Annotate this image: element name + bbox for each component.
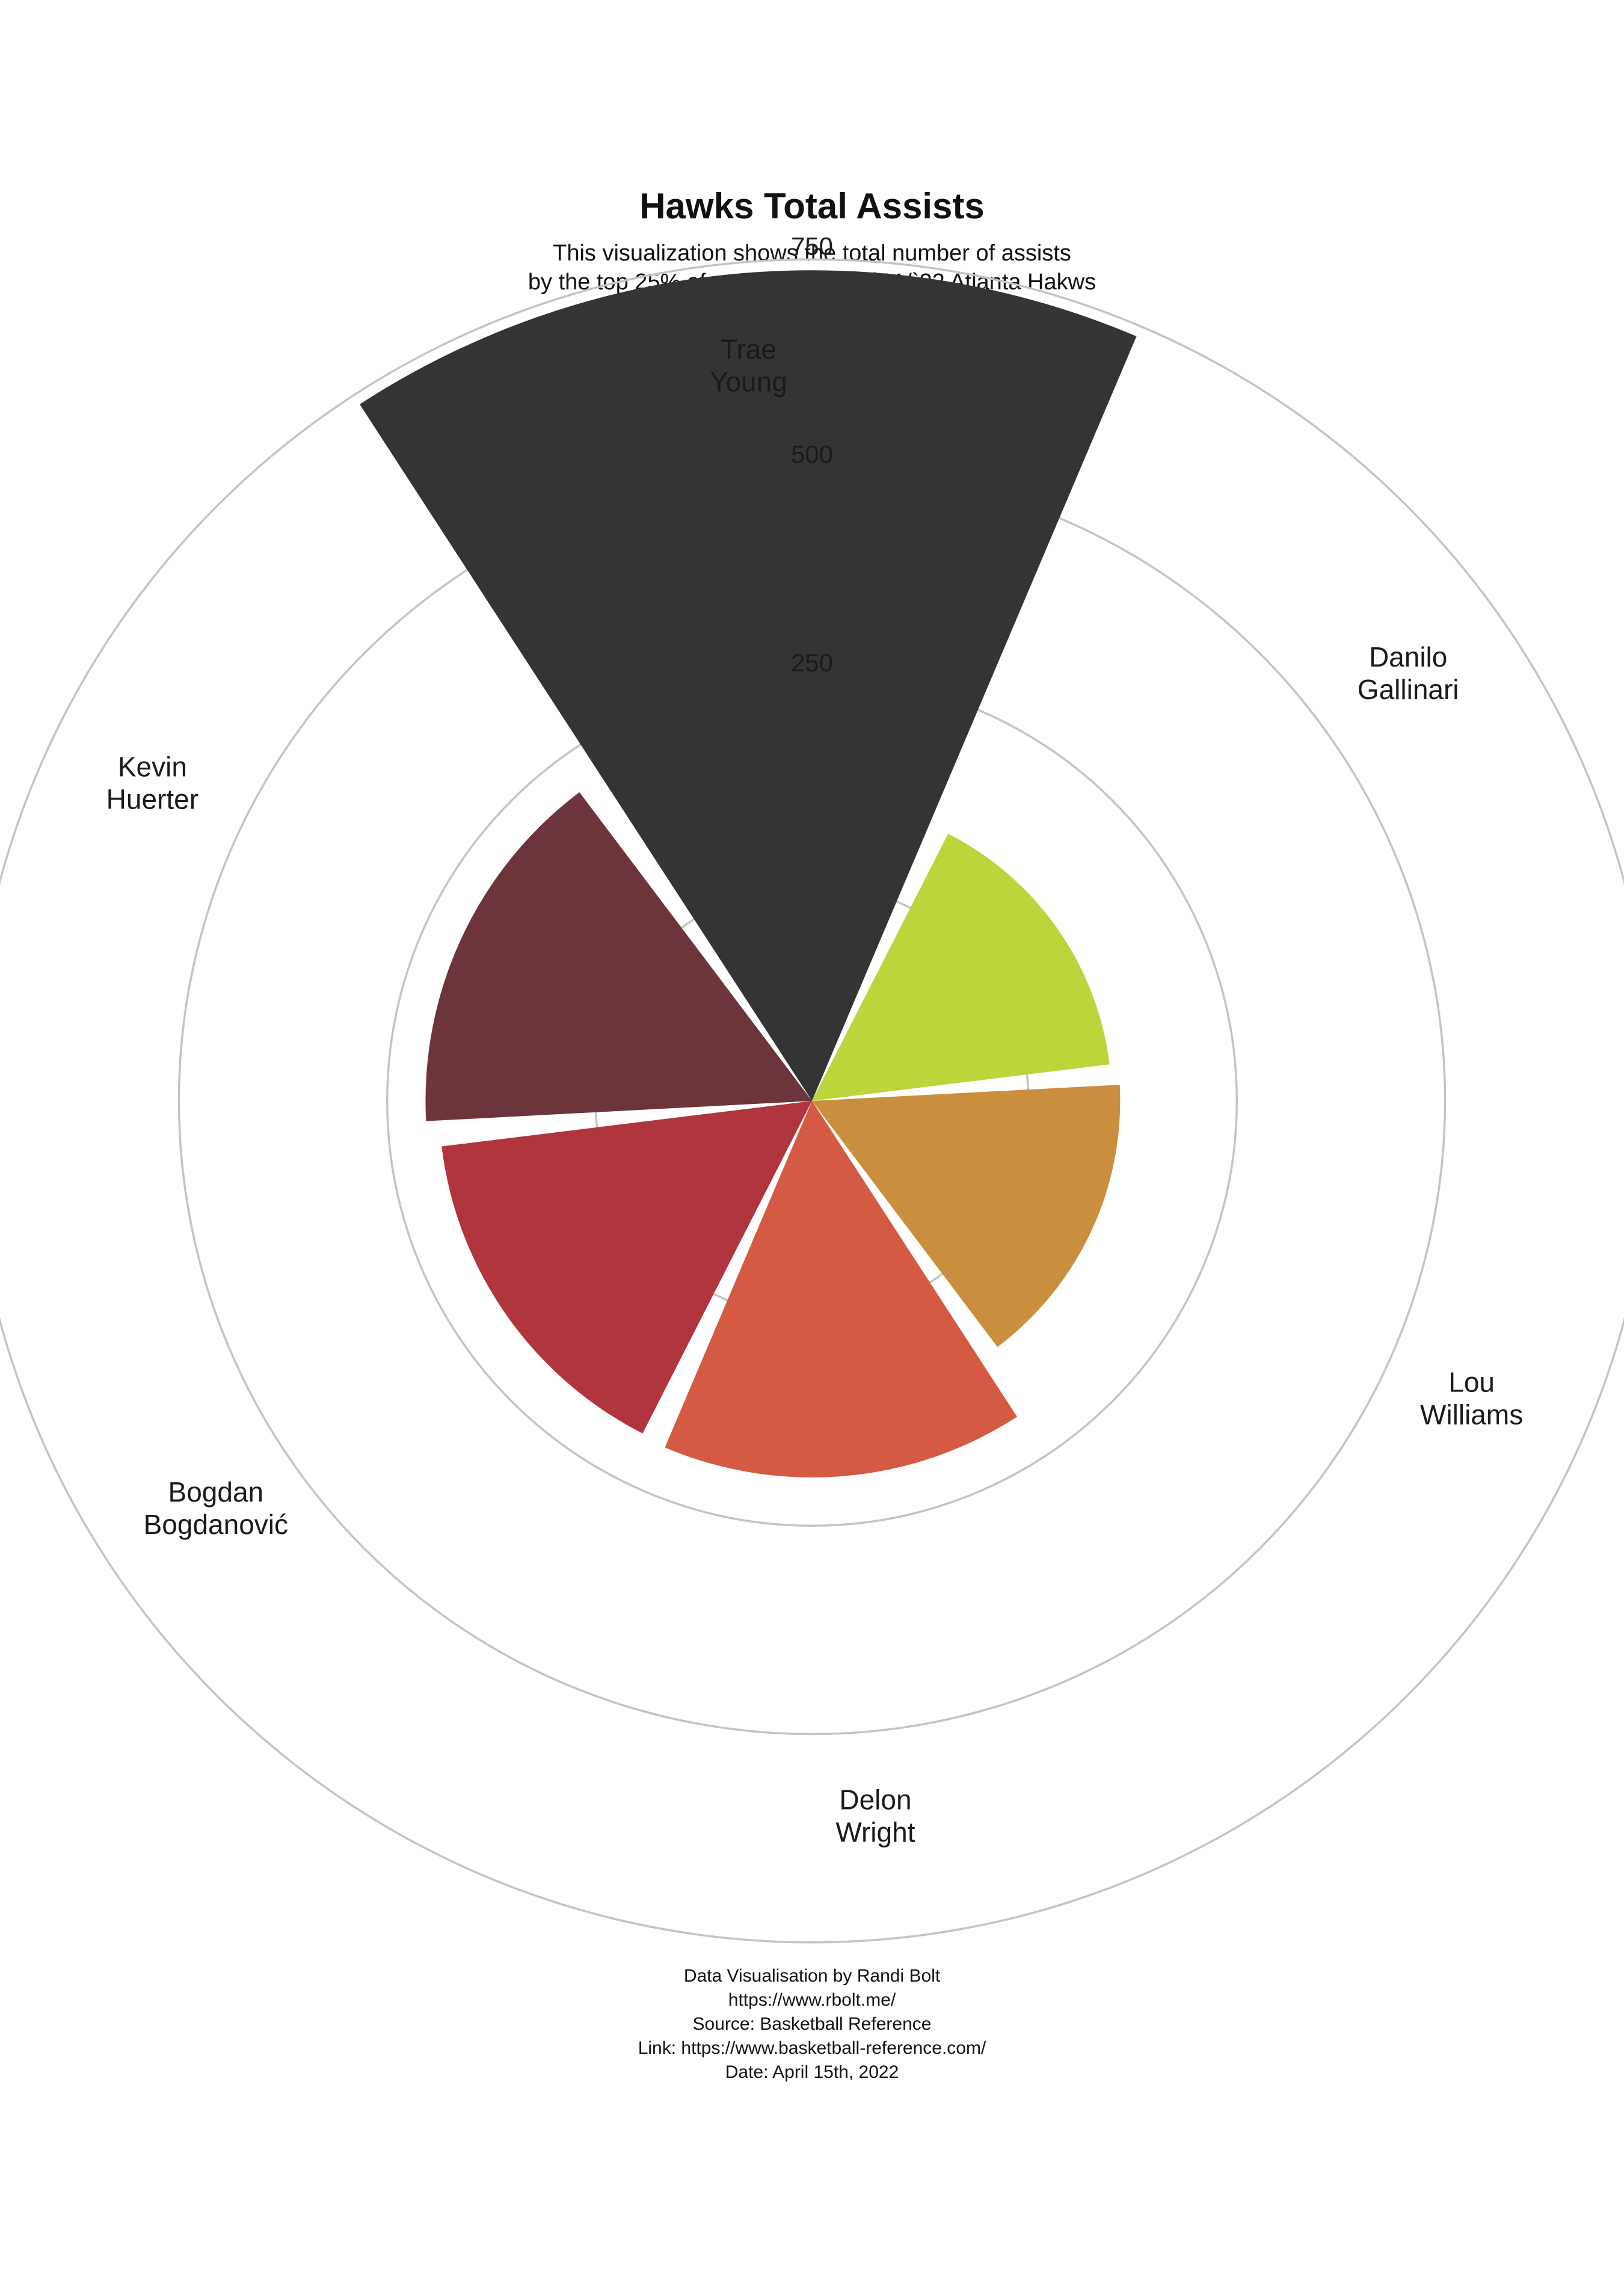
- bar-delon-wright: [665, 1101, 1017, 1477]
- bar-kevin-huerter: [425, 792, 812, 1121]
- bar-bogdan-bogdanovi-: [441, 1101, 812, 1434]
- credit-source: Source: Basketball Reference: [692, 2014, 932, 2034]
- chart-subtitle-line-1: This visualization shows the total numbe…: [553, 241, 1071, 266]
- category-label: Bogdan Bogdanović: [144, 1476, 288, 1540]
- category-label: Trae Young: [710, 334, 787, 398]
- credit-website: https://www.rbolt.me/: [728, 1990, 896, 2010]
- radial-tick-label: 250: [791, 649, 833, 677]
- bar-lou-williams: [812, 1085, 1121, 1348]
- category-label: Kevin Huerter: [106, 751, 198, 815]
- radial-tick-labels: 250 500 750: [791, 232, 833, 677]
- category-label: Lou Williams: [1420, 1366, 1523, 1430]
- category-label: Delon Wright: [835, 1784, 915, 1847]
- grid-circle: [0, 258, 1624, 1944]
- bar-trae-young: [359, 270, 1137, 1102]
- chart-title: Hawks Total Assists: [639, 186, 985, 226]
- category-label: Danilo Gallinari: [1358, 641, 1459, 705]
- bar-group: [359, 270, 1137, 1477]
- credit-date: Date: April 15th, 2022: [725, 2062, 899, 2082]
- credit-author: Data Visualisation by Randi Bolt: [683, 1966, 941, 1986]
- radial-tick-label: 500: [791, 440, 833, 469]
- credit-link: Link: https://www.basketball-reference.c…: [638, 2038, 986, 2058]
- radial-tick-label: 750: [791, 232, 833, 260]
- bar-danilo-gallinari: [812, 833, 1110, 1101]
- category-labels: Trae Young Danilo Gallinari Lou Williams Delon…: [106, 334, 1524, 1848]
